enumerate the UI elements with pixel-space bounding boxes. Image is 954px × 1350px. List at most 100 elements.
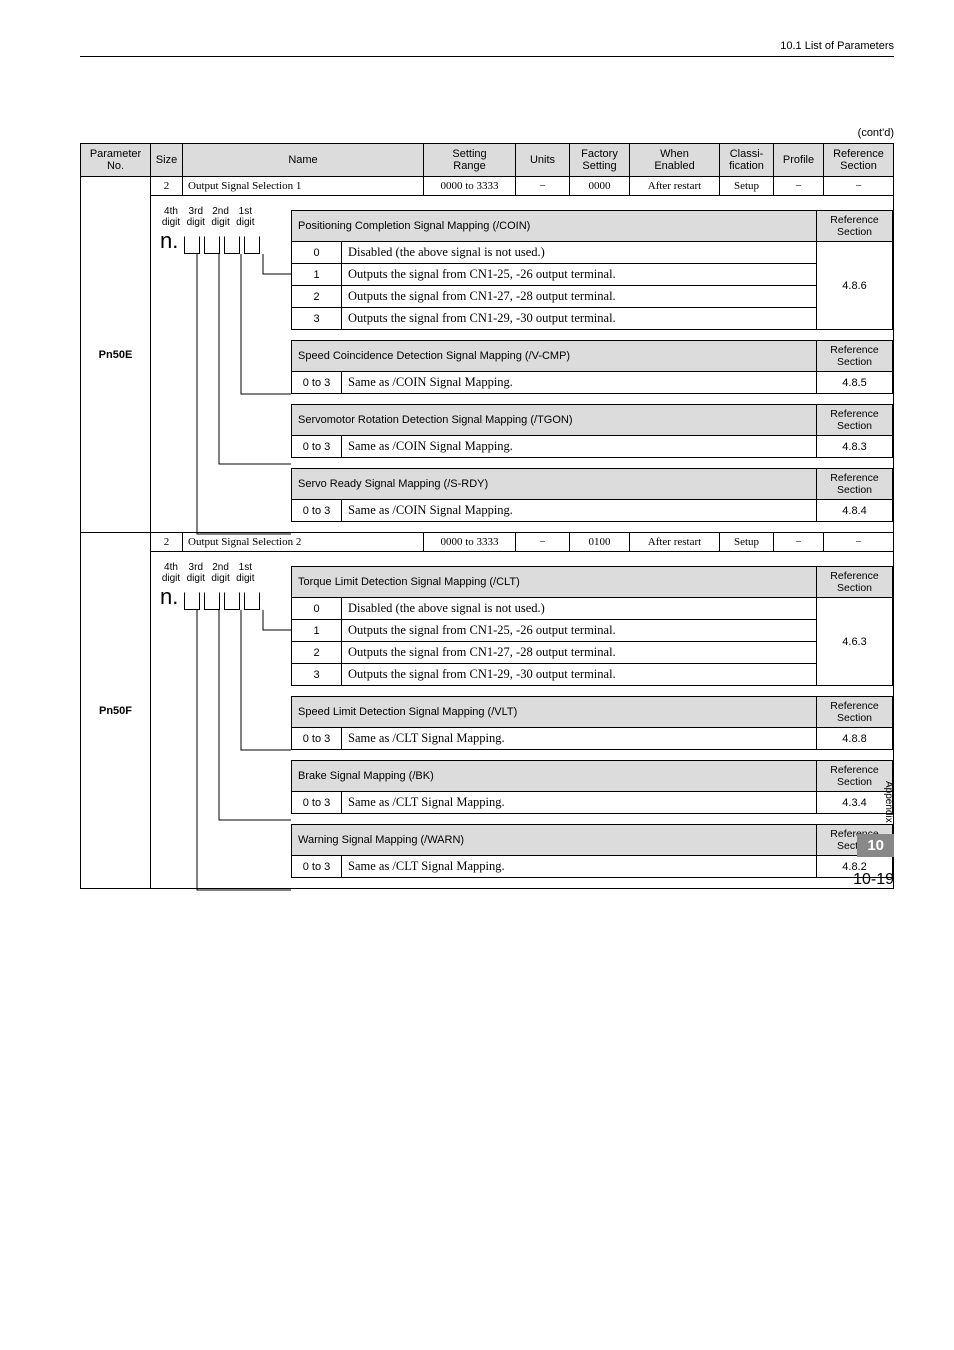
coin-code-1: 1 (292, 264, 342, 286)
clt-refhdr: Reference Section (817, 567, 893, 598)
col-range: Setting Range (424, 144, 516, 177)
coin-ref: 4.8.6 (817, 242, 893, 330)
pn50e-when: After restart (630, 177, 720, 196)
srdy-ref: 4.8.4 (817, 500, 893, 522)
coin-refhdr: Reference Section (817, 211, 893, 242)
vcmp-title: Speed Coincidence Detection Signal Mappi… (292, 341, 817, 372)
warn-table: Warning Signal Mapping (/WARN) Reference… (291, 824, 893, 878)
coin-code-0: 0 (292, 242, 342, 264)
pn50f-classi: Setup (720, 533, 774, 552)
bk-title: Brake Signal Mapping (/BK) (292, 761, 817, 792)
vcmp-ref: 4.8.5 (817, 372, 893, 394)
pn50e-range: 0000 to 3333 (424, 177, 516, 196)
clt-ref: 4.6.3 (817, 598, 893, 686)
clt-code-1: 1 (292, 620, 342, 642)
coin-code-2: 2 (292, 286, 342, 308)
pn50f-profile: − (774, 533, 824, 552)
pn50e-body: 4th 3rd 2nd 1st digit digit digit digit (81, 196, 894, 533)
header-rule (80, 56, 894, 57)
bk-table: Brake Signal Mapping (/BK) Reference Sec… (291, 760, 893, 814)
clt-code-2: 2 (292, 642, 342, 664)
clt-table: Torque Limit Detection Signal Mapping (/… (291, 566, 893, 686)
tgon-title: Servomotor Rotation Detection Signal Map… (292, 405, 817, 436)
col-ref: Reference Section (824, 144, 894, 177)
chapter-badge: 10 (857, 834, 894, 857)
pn50f-body: 4th 3rd 2nd 1st digit digit digit digit (81, 552, 894, 889)
vlt-refhdr: Reference Section (817, 697, 893, 728)
pn50e-classi: Setup (720, 177, 774, 196)
parameter-table: Parameter No. Size Name Setting Range Un… (80, 143, 894, 889)
clt-code-3: 3 (292, 664, 342, 686)
pn50e-profile: − (774, 177, 824, 196)
col-param: Parameter No. (81, 144, 151, 177)
digit-display: 4th 3rd 2nd 1st digit digit digit digit (152, 197, 290, 254)
col-when: When Enabled (630, 144, 720, 177)
pn50f-when: After restart (630, 533, 720, 552)
col-profile: Profile (774, 144, 824, 177)
col-classi: Classi- fication (720, 144, 774, 177)
srdy-table: Servo Ready Signal Mapping (/S-RDY) Refe… (291, 468, 893, 522)
warn-title: Warning Signal Mapping (/WARN) (292, 825, 817, 856)
clt-desc-1: Outputs the signal from CN1-25, -26 outp… (342, 620, 817, 642)
coin-title: Positioning Completion Signal Mapping (/… (292, 211, 817, 242)
side-label: Appendix (883, 781, 894, 823)
col-units: Units (516, 144, 570, 177)
vlt-title: Speed Limit Detection Signal Mapping (/V… (292, 697, 817, 728)
vcmp-desc: Same as /COIN Signal Mapping. (342, 372, 817, 394)
coin-desc-0: Disabled (the above signal is not used.) (342, 242, 817, 264)
clt-desc-0: Disabled (the above signal is not used.) (342, 598, 817, 620)
warn-desc: Same as /CLT Signal Mapping. (342, 856, 817, 878)
clt-code-0: 0 (292, 598, 342, 620)
tgon-desc: Same as /COIN Signal Mapping. (342, 436, 817, 458)
col-name: Name (183, 144, 424, 177)
coin-desc-2: Outputs the signal from CN1-27, -28 outp… (342, 286, 817, 308)
vlt-code: 0 to 3 (292, 728, 342, 750)
tgon-ref: 4.8.3 (817, 436, 893, 458)
pn50f-ref: − (824, 533, 894, 552)
vcmp-table: Speed Coincidence Detection Signal Mappi… (291, 340, 893, 394)
coin-table: Positioning Completion Signal Mapping (/… (291, 210, 893, 330)
vcmp-code: 0 to 3 (292, 372, 342, 394)
vlt-desc: Same as /CLT Signal Mapping. (342, 728, 817, 750)
tgon-table: Servomotor Rotation Detection Signal Map… (291, 404, 893, 458)
warn-code: 0 to 3 (292, 856, 342, 878)
vlt-table: Speed Limit Detection Signal Mapping (/V… (291, 696, 893, 750)
pn50f-label: Pn50F (81, 533, 151, 889)
coin-desc-3: Outputs the signal from CN1-29, -30 outp… (342, 308, 817, 330)
vcmp-refhdr: Reference Section (817, 341, 893, 372)
clt-title: Torque Limit Detection Signal Mapping (/… (292, 567, 817, 598)
bk-code: 0 to 3 (292, 792, 342, 814)
srdy-refhdr: Reference Section (817, 469, 893, 500)
srdy-desc: Same as /COIN Signal Mapping. (342, 500, 817, 522)
table-header-row: Parameter No. Size Name Setting Range Un… (81, 144, 894, 177)
coin-desc-1: Outputs the signal from CN1-25, -26 outp… (342, 264, 817, 286)
digit-prefix: n. (160, 228, 178, 254)
pn50f-factory: 0100 (570, 533, 630, 552)
pn50e-name: Output Signal Selection 1 (183, 177, 424, 196)
clt-desc-2: Outputs the signal from CN1-27, -28 outp… (342, 642, 817, 664)
pn50f-range: 0000 to 3333 (424, 533, 516, 552)
clt-desc-3: Outputs the signal from CN1-29, -30 outp… (342, 664, 817, 686)
srdy-code: 0 to 3 (292, 500, 342, 522)
page-number: 10-19 (853, 871, 894, 889)
pn50e-label: Pn50E (81, 177, 151, 533)
col-factory: Factory Setting (570, 144, 630, 177)
vlt-ref: 4.8.8 (817, 728, 893, 750)
tgon-refhdr: Reference Section (817, 405, 893, 436)
pn50e-size: 2 (151, 177, 183, 196)
digit-display-2: 4th 3rd 2nd 1st digit digit digit digit (152, 553, 290, 610)
tgon-code: 0 to 3 (292, 436, 342, 458)
footer: Appendix 10 10-19 (853, 781, 894, 889)
pn50e-ref: − (824, 177, 894, 196)
pn50e-row: Pn50E 2 Output Signal Selection 1 0000 t… (81, 177, 894, 196)
pn50e-units: − (516, 177, 570, 196)
contd-label: (cont'd) (80, 127, 894, 139)
pn50f-units: − (516, 533, 570, 552)
breadcrumb: 10.1 List of Parameters (80, 40, 894, 52)
pn50e-factory: 0000 (570, 177, 630, 196)
coin-code-3: 3 (292, 308, 342, 330)
tree-lines-2 (151, 610, 291, 960)
srdy-title: Servo Ready Signal Mapping (/S-RDY) (292, 469, 817, 500)
bk-desc: Same as /CLT Signal Mapping. (342, 792, 817, 814)
col-size: Size (151, 144, 183, 177)
